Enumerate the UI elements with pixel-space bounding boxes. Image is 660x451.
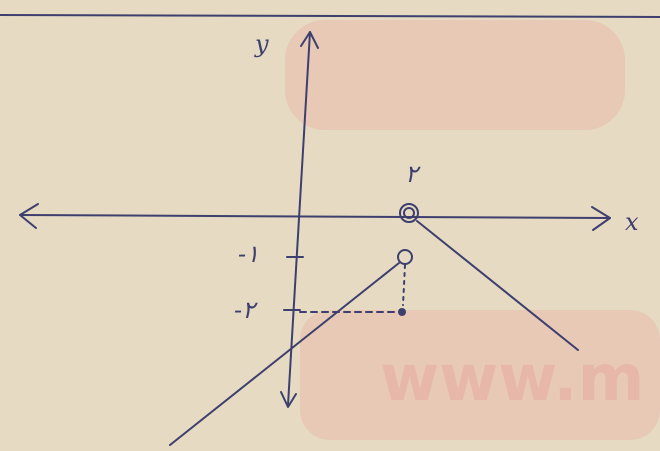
diagram: www.m y x ۲ -۱ -۲: [0, 0, 660, 451]
watermark-text: www.m: [380, 342, 644, 416]
y-axis-label: y: [254, 30, 269, 58]
y-tick-label: -۲: [234, 296, 258, 324]
y-tick-label: -۱: [238, 240, 259, 268]
page: www.m y x ۲ -۱ -۲ (() => { const data = …: [0, 0, 660, 451]
x-axis-label: x: [625, 208, 639, 236]
filled-point: [398, 308, 406, 316]
watermark-shape: [285, 20, 625, 130]
